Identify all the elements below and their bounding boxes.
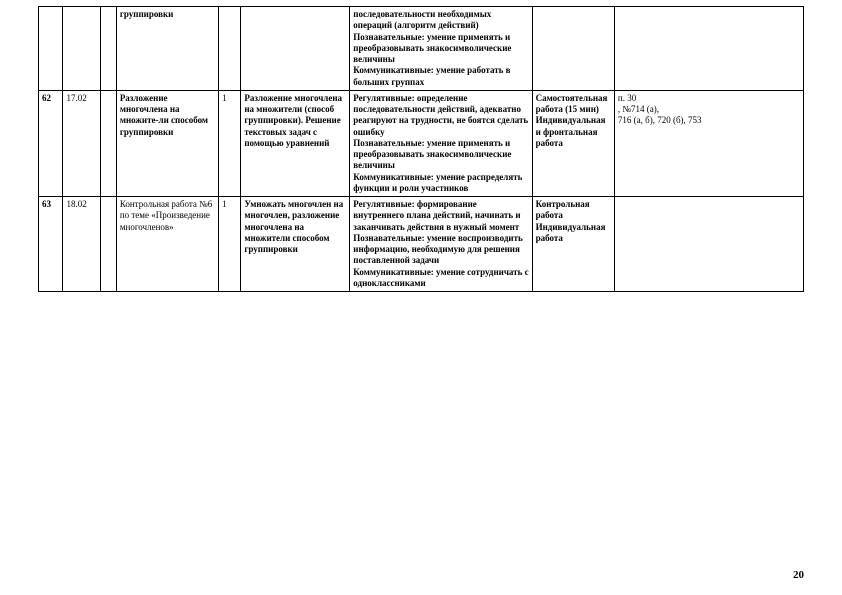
cell: Разложение многочлена на множите-ли спос…: [116, 90, 218, 196]
cell: п. 30, №714 (а),716 (а, б), 720 (б), 753: [614, 90, 803, 196]
cell: Самостоятельная работа (15 мин)Индивидуа…: [532, 90, 614, 196]
table-row: 6318.02 Контрольная работа №6 по теме «Пр…: [39, 197, 804, 292]
cell: Умножать многочлен на многочлен, разложе…: [241, 197, 350, 292]
cell: Регулятивные: формирование внутреннего п…: [350, 197, 532, 292]
cell: [532, 7, 614, 91]
cell: группировки: [116, 7, 218, 91]
table-row: 6217.02 Разложение многочлена на множите-…: [39, 90, 804, 196]
cell: последовательности необходимых операций …: [350, 7, 532, 91]
cell: [614, 197, 803, 292]
cell: [101, 197, 117, 292]
curriculum-table: группировки последовательности необходимы…: [38, 6, 804, 292]
cell: 18.02: [63, 197, 101, 292]
cell: Разложение многочлена на множители (спос…: [241, 90, 350, 196]
cell: Контрольная работа №6 по теме «Произведе…: [116, 197, 218, 292]
page-number: 20: [793, 569, 804, 581]
cell: [63, 7, 101, 91]
table-row: группировки последовательности необходимы…: [39, 7, 804, 91]
cell: [101, 7, 117, 91]
cell: [39, 7, 63, 91]
table-body: группировки последовательности необходимы…: [39, 7, 804, 292]
cell: [614, 7, 803, 91]
cell: [101, 90, 117, 196]
cell: 63: [39, 197, 63, 292]
cell: Регулятивные: определение последовательн…: [350, 90, 532, 196]
cell: 62: [39, 90, 63, 196]
cell: Контрольная работаИндивидуальная работа: [532, 197, 614, 292]
cell: 17.02: [63, 90, 101, 196]
cell: 1: [219, 197, 241, 292]
cell: 1: [219, 90, 241, 196]
cell: [241, 7, 350, 91]
cell: [219, 7, 241, 91]
